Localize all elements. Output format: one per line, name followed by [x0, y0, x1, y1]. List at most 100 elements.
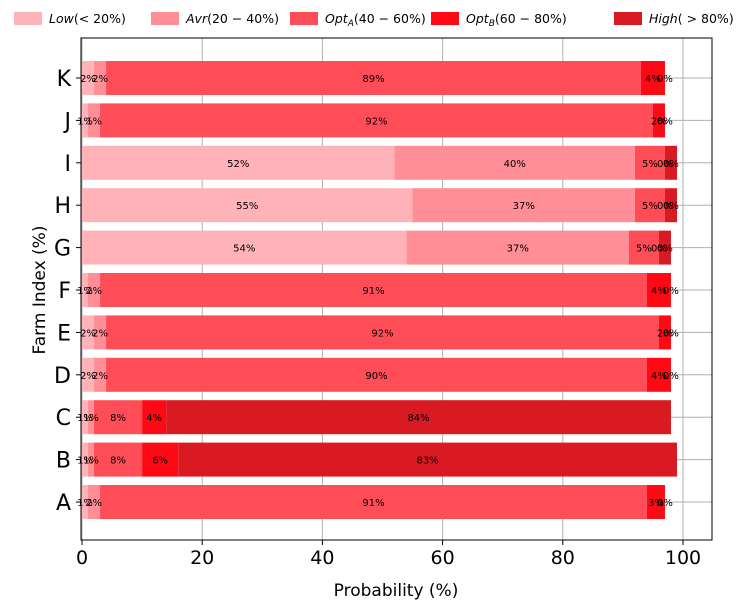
- legend-swatch: [151, 12, 179, 25]
- bar-value-label: 55%: [236, 201, 258, 212]
- bar-value-label: 2%: [657, 328, 673, 339]
- bar-segment: [94, 315, 107, 350]
- legend-swatch: [290, 12, 318, 25]
- x-tick-label: 0: [76, 547, 88, 569]
- plot-frame: [80, 37, 713, 541]
- bar-segment: [82, 315, 95, 350]
- legend-entry-range: (< 20%): [74, 11, 126, 26]
- bar-value-label: 2%: [80, 74, 96, 85]
- bar-segment: [82, 273, 89, 307]
- legend-entry: OptA(40 − 60%): [325, 11, 426, 29]
- y-category-label: C: [56, 406, 71, 431]
- bar-segment: [178, 442, 677, 477]
- bar-value-label: 5%: [642, 201, 658, 212]
- bar-value-label: 5%: [642, 159, 658, 170]
- legend-swatch: [431, 12, 459, 25]
- bar-value-label: 2%: [92, 74, 108, 85]
- x-tick-label: 20: [190, 547, 214, 569]
- bar-value-label: 84%: [407, 413, 429, 424]
- bar-segment: [88, 103, 101, 138]
- legend-entry: Low(< 20%): [49, 11, 126, 26]
- bar-value-label: 1%: [77, 286, 93, 297]
- legend-entry-subscript: B: [489, 19, 495, 29]
- bar-segment: [100, 485, 647, 519]
- bar-value-label: 1%: [83, 456, 99, 467]
- bar-value-label: 0%: [663, 159, 679, 170]
- bar-segment: [658, 230, 671, 265]
- bar-value-label: 3%: [648, 498, 664, 509]
- bar-value-label: 1%: [77, 116, 93, 127]
- bar-segment: [82, 61, 95, 95]
- y-category-label: F: [58, 279, 71, 304]
- bar-segment: [394, 145, 635, 180]
- bar-segment: [652, 103, 665, 138]
- y-category-label: A: [56, 491, 71, 516]
- bar-segment: [82, 400, 89, 435]
- bar-value-label: 0%: [657, 201, 673, 212]
- legend-entry-range: (60 − 80%): [495, 11, 567, 26]
- legend-entry-name: Opt: [325, 11, 349, 26]
- legend-entry-range: (20 − 40%): [207, 11, 279, 26]
- bar-value-label: 8%: [110, 413, 126, 424]
- bar-segment: [88, 442, 95, 477]
- y-category-label: D: [54, 364, 71, 389]
- bar-value-label: 0%: [663, 328, 679, 339]
- bar-value-label: 1%: [77, 456, 93, 467]
- legend-entry-name: High: [649, 11, 678, 26]
- legend-swatch: [14, 12, 42, 25]
- bar-value-label: 0%: [657, 116, 673, 127]
- bar-segment: [94, 400, 143, 435]
- bar-value-label: 2%: [86, 498, 102, 509]
- bar-segment: [664, 145, 677, 180]
- bar-segment: [100, 273, 647, 307]
- bar-segment: [88, 400, 95, 435]
- bar-segment: [106, 315, 659, 350]
- bar-value-labels: 1%2% 91% 3%0%1%1% 8% 6% 83%1%1% 8% 4% 84%2%2% 90%…: [77, 74, 679, 509]
- x-tick-label: 40: [310, 547, 334, 569]
- bar-value-label: 90%: [365, 371, 387, 382]
- bar-segment: [406, 230, 629, 265]
- bar-value-label: 2%: [92, 328, 108, 339]
- bar-value-label: 0%: [663, 286, 679, 297]
- y-category-label: J: [63, 109, 72, 134]
- legend-entry-subscript: A: [347, 19, 354, 29]
- bar-segment: [628, 230, 659, 265]
- bar-segment: [82, 145, 395, 180]
- bar-segment: [142, 400, 167, 435]
- legend-swatch: [614, 12, 642, 25]
- bar-value-label: 0%: [657, 244, 673, 255]
- legend-entry-name: Avr: [185, 11, 208, 26]
- bar-segment: [94, 357, 107, 392]
- bars: [82, 61, 677, 519]
- bar-value-label: 37%: [507, 244, 529, 255]
- bar-value-label: 4%: [651, 286, 667, 297]
- bar-segment: [646, 273, 671, 307]
- bar-value-label: 0%: [663, 371, 679, 382]
- bar-value-label: 83%: [416, 456, 438, 467]
- x-axis-label: Probability (%): [334, 581, 459, 601]
- bar-segment: [94, 442, 143, 477]
- bar-value-label: 6%: [152, 456, 168, 467]
- bar-value-label: 2%: [80, 328, 96, 339]
- bar-segment: [88, 485, 101, 519]
- bar-value-label: 2%: [92, 371, 108, 382]
- bar-value-label: 91%: [362, 498, 384, 509]
- y-category-label: G: [54, 237, 71, 262]
- bar-segment: [412, 188, 635, 223]
- bar-value-label: 91%: [362, 286, 384, 297]
- x-tick-label: 80: [551, 547, 575, 569]
- y-category-label: E: [57, 321, 71, 346]
- bar-value-label: 52%: [227, 159, 249, 170]
- bar-value-label: 0%: [657, 159, 673, 170]
- x-axis: 0 20 40 60 80 100: [76, 540, 701, 569]
- bar-segment: [100, 103, 653, 138]
- y-category-label: H: [54, 194, 71, 219]
- bar-segment: [82, 442, 89, 477]
- bar-segment: [82, 188, 413, 223]
- y-category-label: I: [65, 152, 72, 177]
- bar-segment: [106, 61, 641, 95]
- bar-value-label: 2%: [86, 286, 102, 297]
- bar-segment: [646, 485, 665, 519]
- bar-value-label: 37%: [513, 201, 535, 212]
